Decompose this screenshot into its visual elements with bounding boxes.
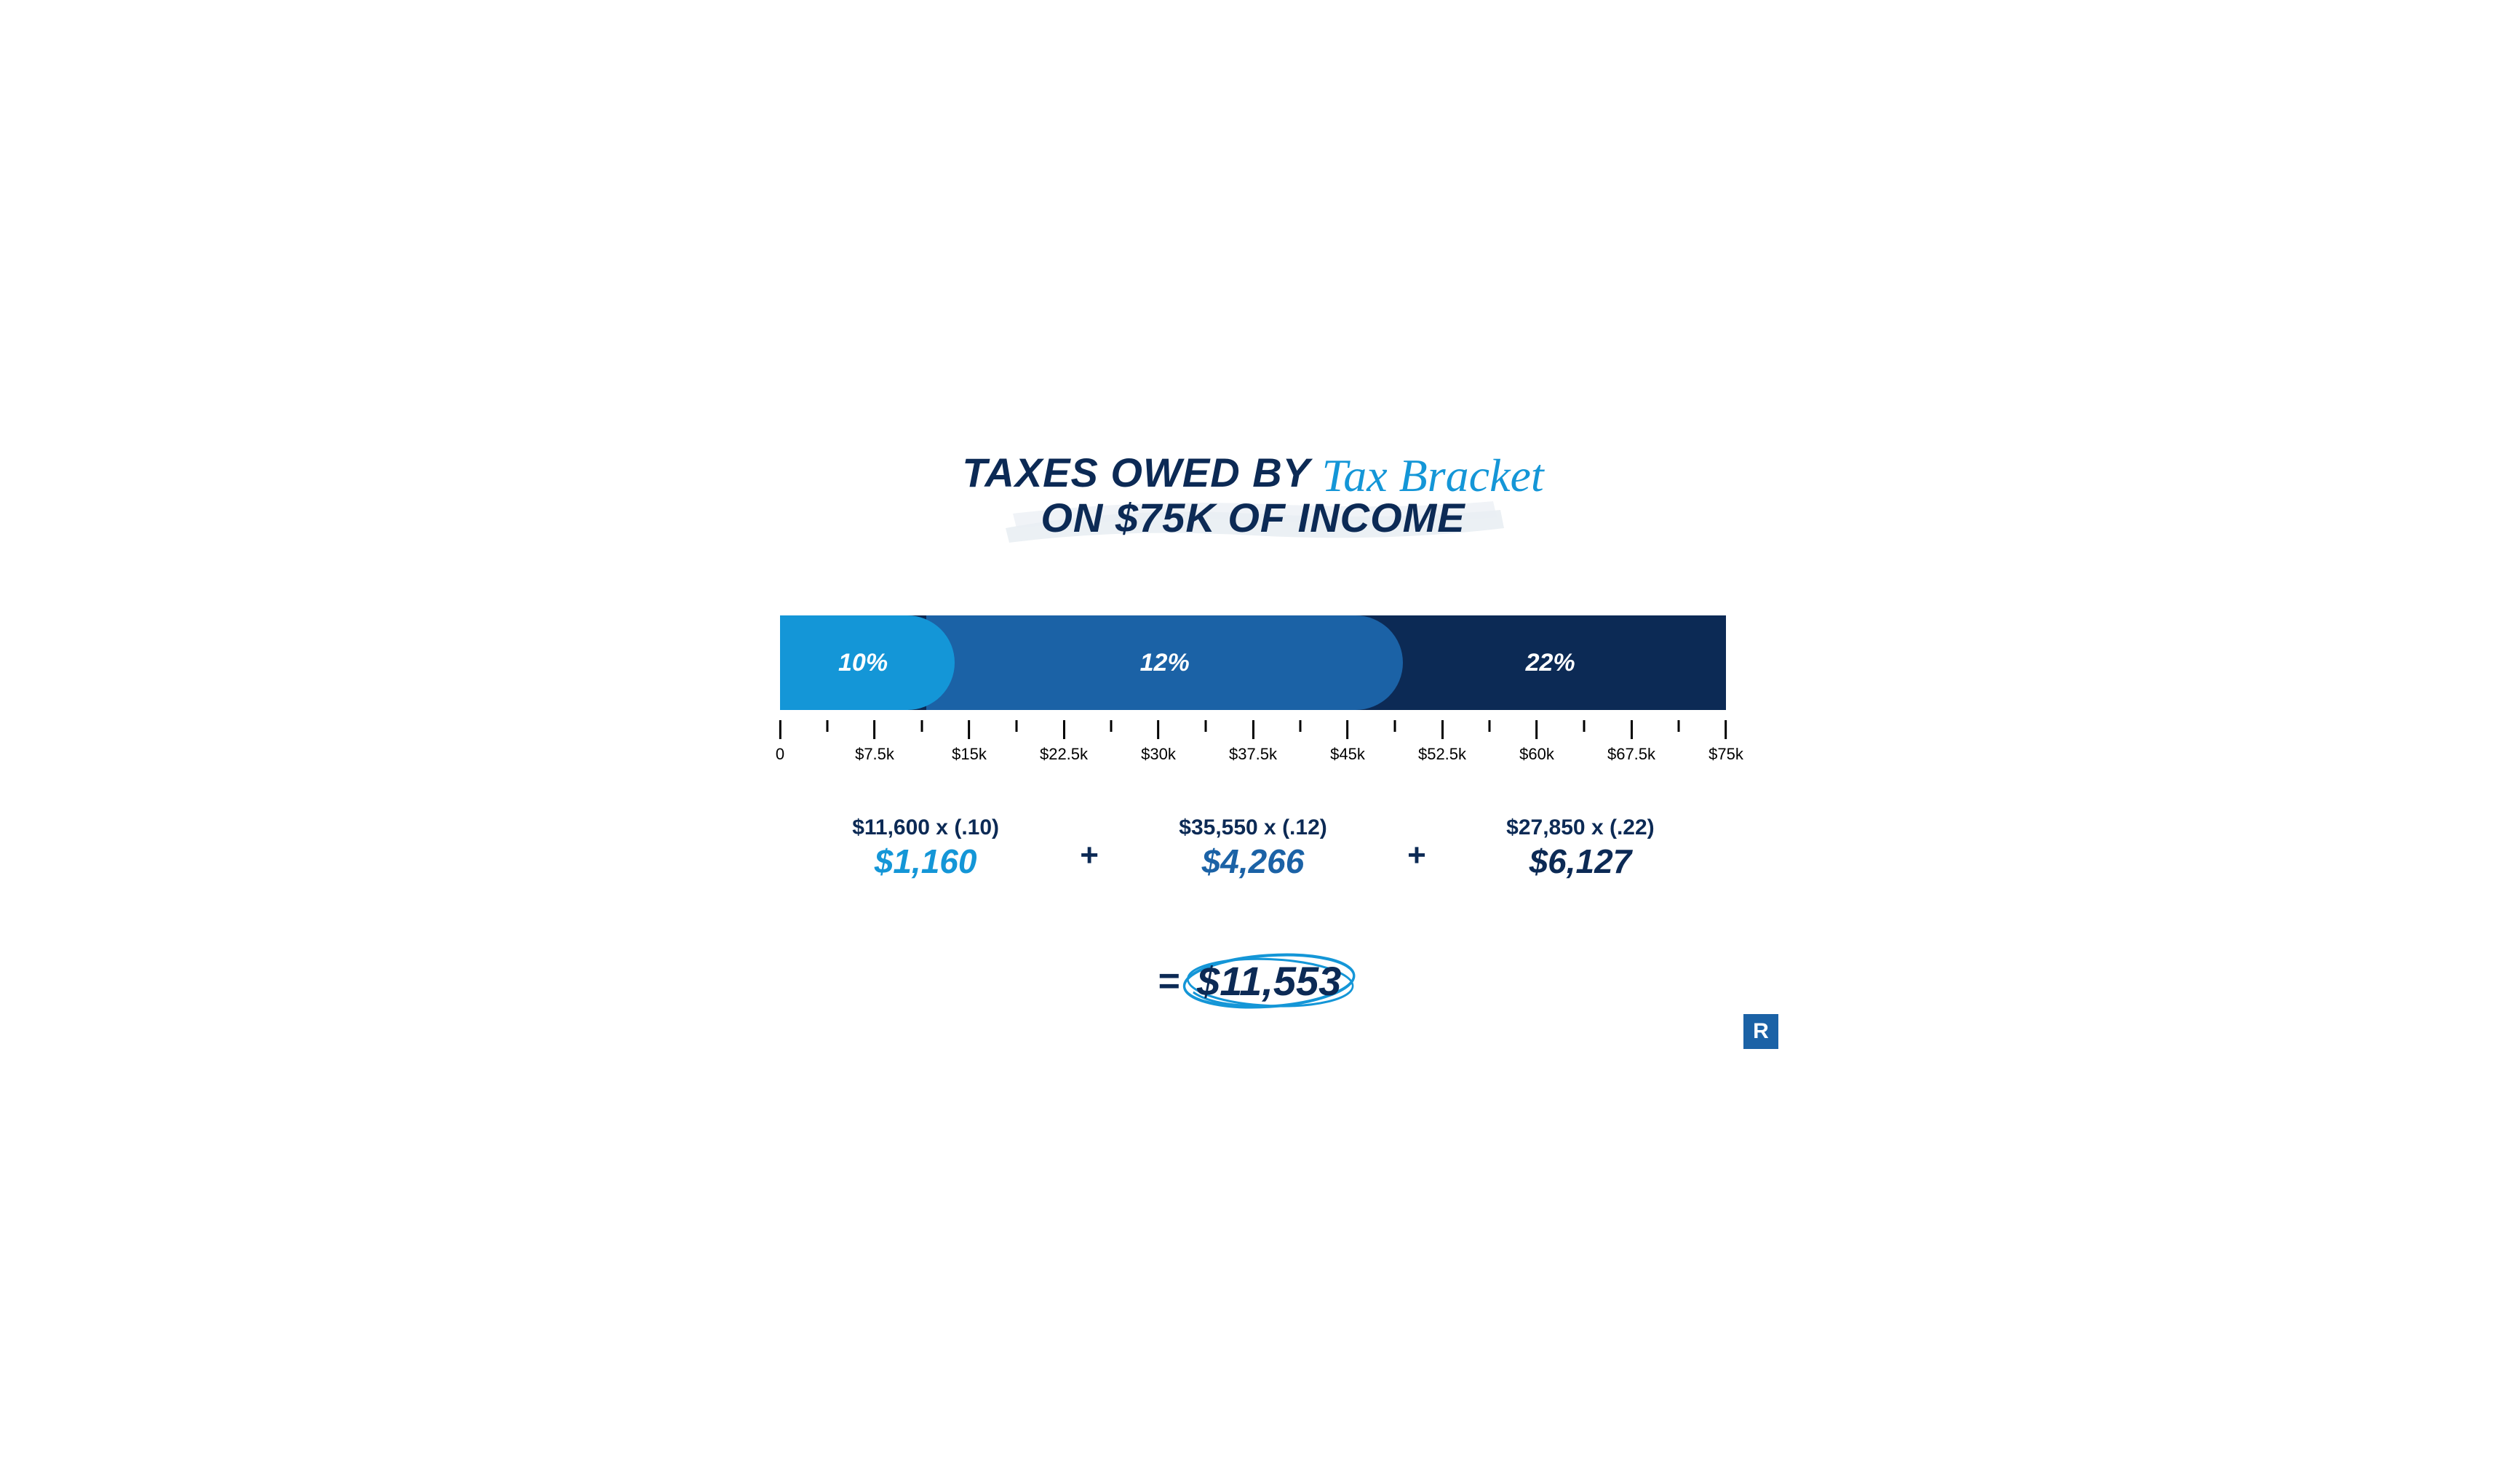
calc-formula: $27,850 x (.22) [1435,815,1726,840]
tick-line [827,720,829,732]
tick-label: $15k [952,745,987,764]
total-value: $11,553 [1190,958,1348,1004]
tick-line [1252,720,1254,739]
tick-label: $37.5k [1229,745,1277,764]
bracket-segment: 22% [1375,615,1726,710]
tick-label: 0 [776,745,784,764]
calc-result: $6,127 [1435,842,1726,881]
axis-tick-minor [1394,720,1396,732]
tick-label: $22.5k [1040,745,1088,764]
axis-tick-minor [1110,720,1113,732]
axis-tick-major: $22.5k [1040,720,1088,764]
calc-block: $11,600 x (.10)$1,160 [780,815,1071,881]
axis-tick-minor [827,720,829,732]
tick-line [1631,720,1633,739]
tick-line [779,720,781,739]
tick-line [1347,720,1349,739]
plus-operator: + [1071,839,1107,871]
tick-label: $60k [1519,745,1554,764]
tick-label: $30k [1141,745,1176,764]
tick-line [921,720,923,732]
axis-tick-major: $30k [1141,720,1176,764]
axis-tick-minor [921,720,923,732]
tick-line [968,720,971,739]
total-value-wrap: $11,553 [1190,957,1348,1005]
axis-tick-minor [1016,720,1018,732]
total-row: = $11,553 [707,957,1799,1005]
axis-tick-major: $15k [952,720,987,764]
bracket-segment-label: 22% [1526,649,1575,677]
bracket-axis: 0$7.5k$15k$22.5k$30k$37.5k$45k$52.5k$60k… [780,720,1726,778]
calc-formula: $35,550 x (.12) [1107,815,1399,840]
bracket-segment-label: 10% [838,649,888,677]
plus-operator: + [1399,839,1435,871]
tick-line [1300,720,1302,732]
axis-tick-major: $52.5k [1418,720,1466,764]
bracket-bar-chart: 22%12%10% 0$7.5k$15k$22.5k$30k$37.5k$45k… [780,615,1726,778]
axis-tick-minor [1678,720,1680,732]
total-inner: = $11,553 [1158,957,1349,1005]
title-block: TAXES OWED BY Tax Bracket ON $75K OF INC… [707,448,1799,538]
tick-label: $67.5k [1607,745,1655,764]
axis-tick-minor [1300,720,1302,732]
bracket-segment: 10% [780,615,955,710]
bracket-bar: 22% 12% 10% [780,615,1726,710]
tick-line [1725,720,1727,739]
calc-block: $27,850 x (.22)$6,127 [1435,815,1726,881]
title-part-1: TAXES OWED BY [962,450,1321,495]
bracket-segment-label: 12% [1140,649,1190,677]
equals-sign: = [1158,960,1180,1003]
axis-tick-minor [1489,720,1491,732]
calc-result: $1,160 [780,842,1071,881]
brand-logo-letter: R [1753,1019,1769,1044]
tick-label: $52.5k [1418,745,1466,764]
tick-line [1678,720,1680,732]
title-line-2: ON $75K OF INCOME [707,498,1799,538]
tick-line [1205,720,1207,732]
title-script: Tax Bracket [1322,450,1544,501]
axis-tick-major: $45k [1330,720,1365,764]
tick-line [1063,720,1065,739]
title-line-1: TAXES OWED BY Tax Bracket [707,448,1799,495]
tick-line [873,720,875,739]
axis-tick-major: $75k [1709,720,1743,764]
axis-tick-minor [1583,720,1586,732]
tick-label: $45k [1330,745,1365,764]
brand-logo: R [1743,1014,1778,1049]
axis-tick-major: 0 [776,720,784,764]
axis-tick-minor [1205,720,1207,732]
tick-line [1016,720,1018,732]
tick-line [1394,720,1396,732]
tick-line [1110,720,1113,732]
calc-formula: $11,600 x (.10) [780,815,1071,840]
tick-label: $75k [1709,745,1743,764]
axis-tick-major: $37.5k [1229,720,1277,764]
calculation-row: $11,600 x (.10)$1,160+$35,550 x (.12)$4,… [780,815,1726,881]
calc-block: $35,550 x (.12)$4,266 [1107,815,1399,881]
tick-line [1536,720,1538,739]
tick-line [1441,720,1444,739]
axis-tick-major: $67.5k [1607,720,1655,764]
tick-line [1489,720,1491,732]
axis-tick-major: $7.5k [855,720,894,764]
bracket-segment: 12% [926,615,1403,710]
axis-tick-major: $60k [1519,720,1554,764]
infographic-canvas: TAXES OWED BY Tax Bracket ON $75K OF INC… [707,419,1799,1065]
tick-label: $7.5k [855,745,894,764]
calc-result: $4,266 [1107,842,1399,881]
tick-line [1583,720,1586,732]
tick-line [1158,720,1160,739]
